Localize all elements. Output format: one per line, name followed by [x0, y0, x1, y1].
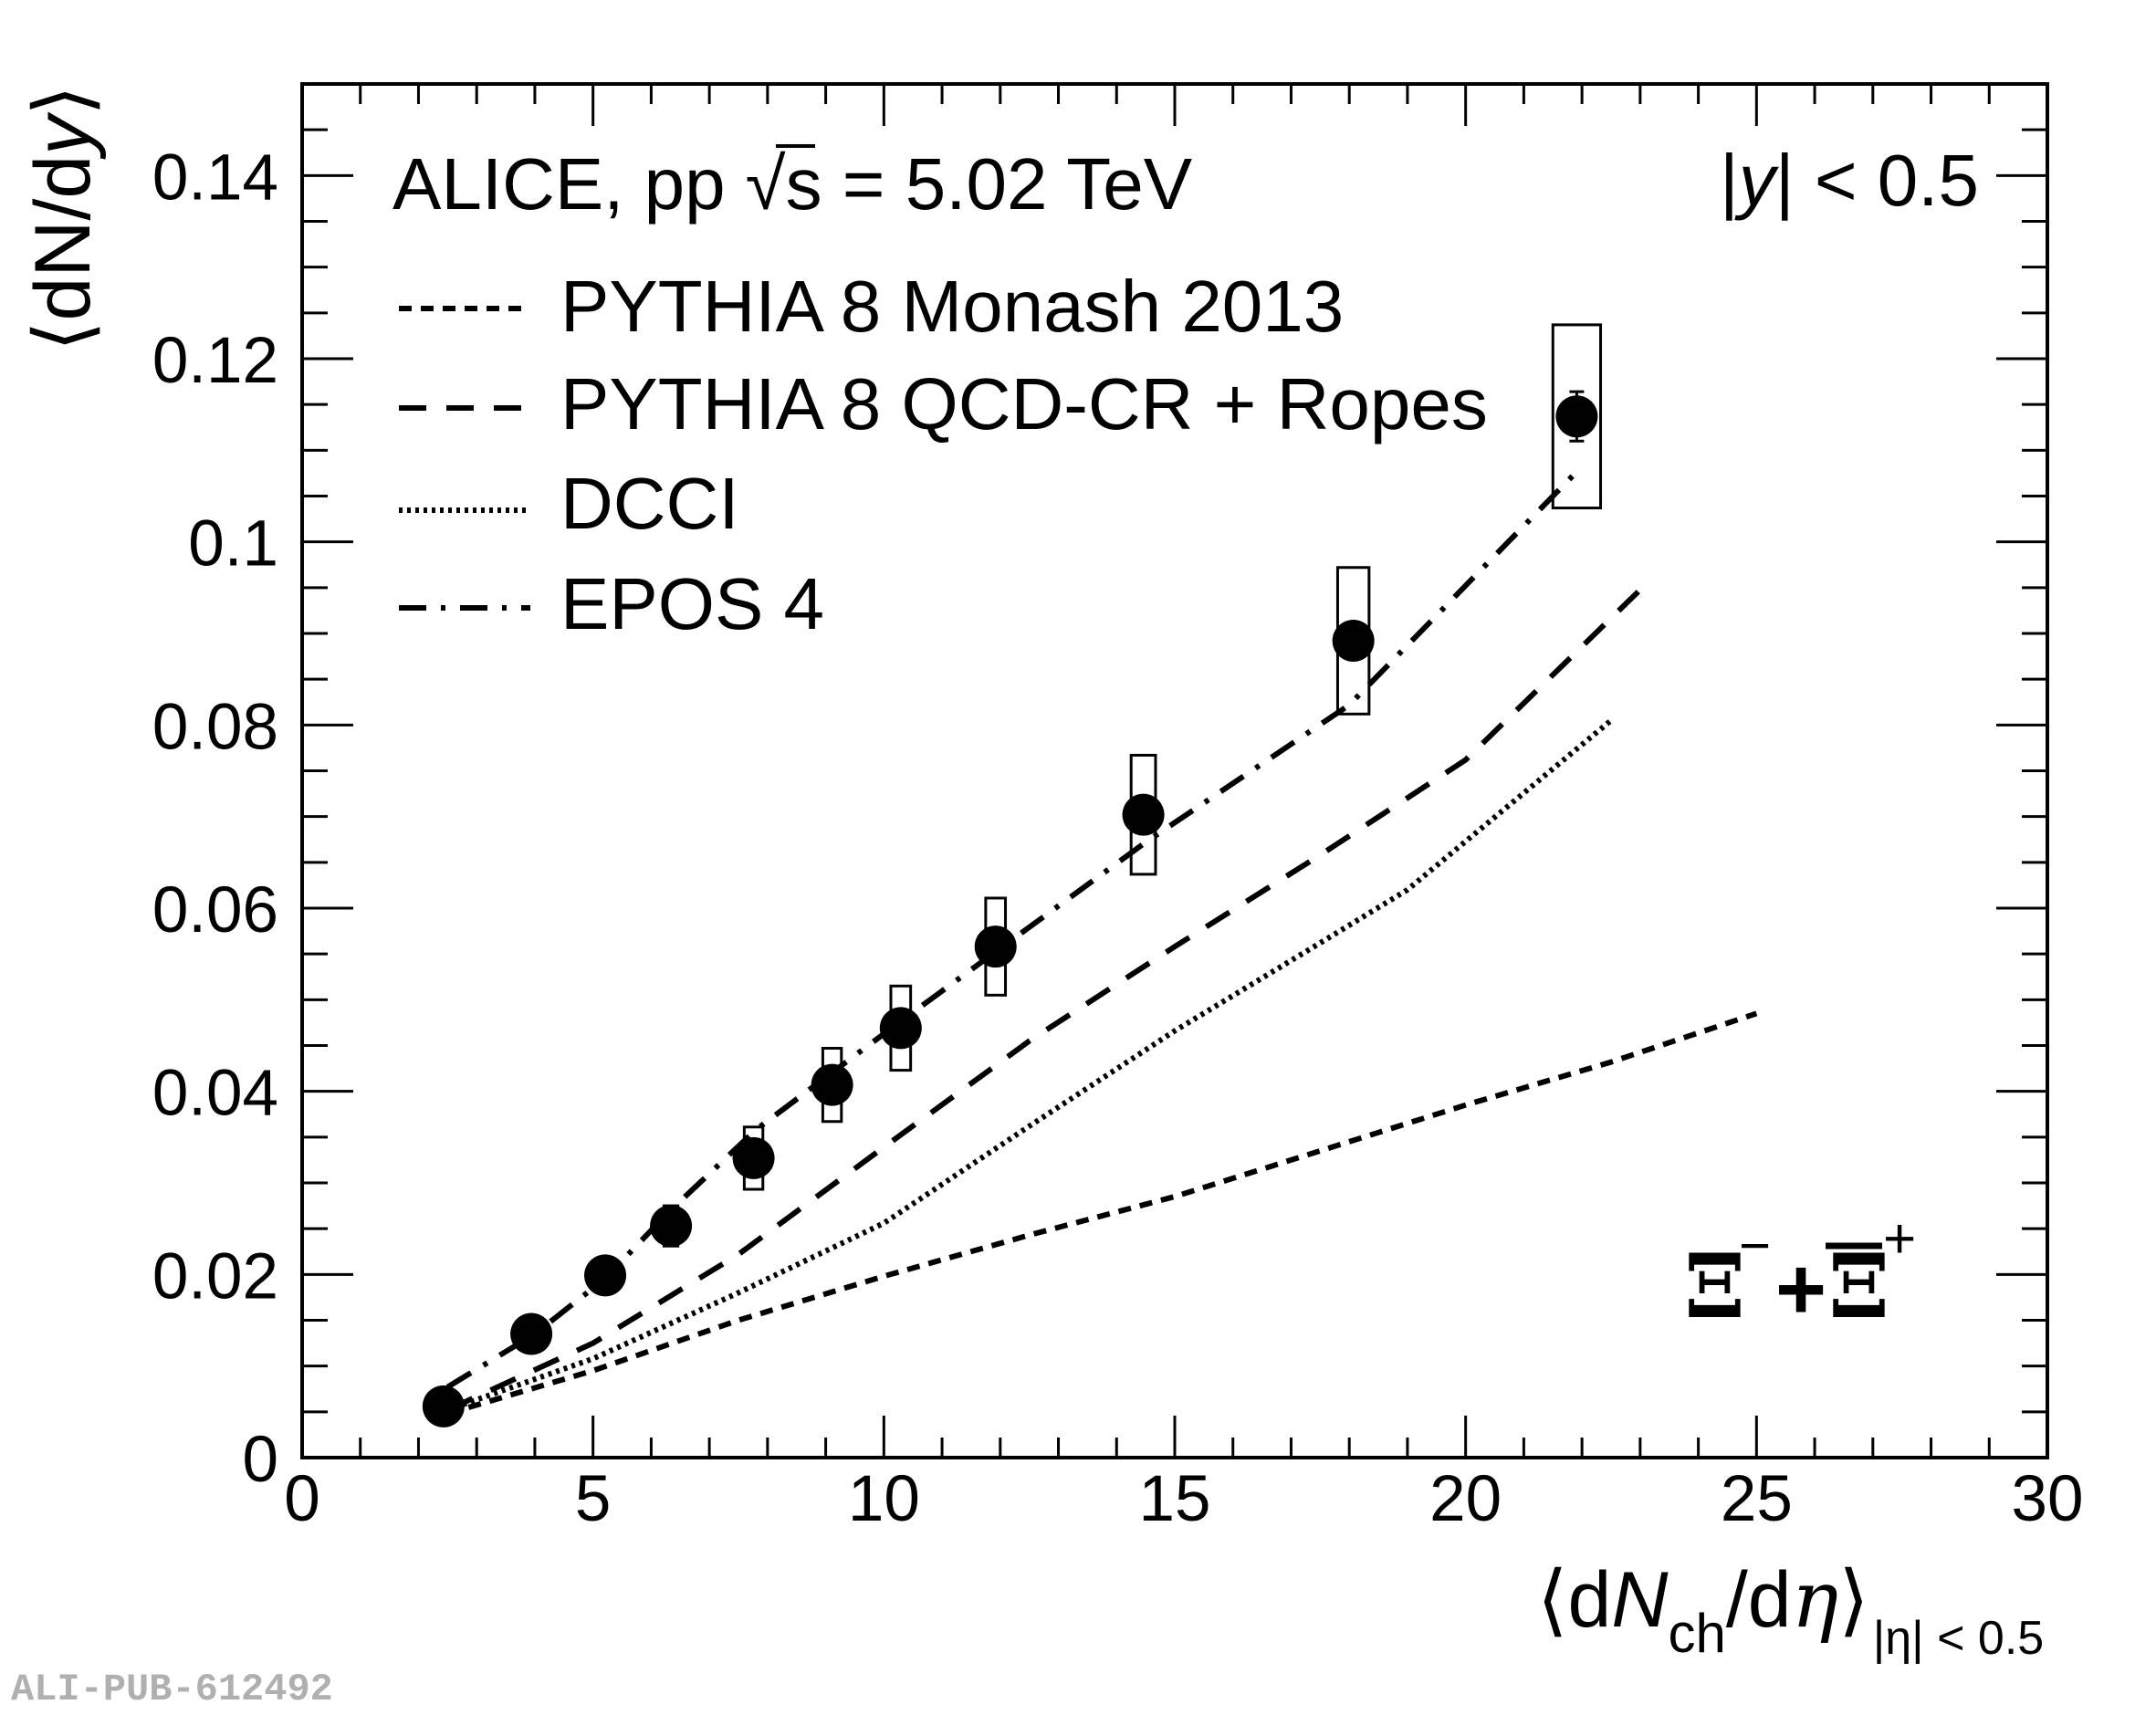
- x-tick-label: 20: [1429, 1463, 1502, 1535]
- data-point: [422, 1385, 465, 1427]
- data-point: [732, 1125, 775, 1191]
- particle-xi-plus: Ξ: [1828, 1235, 1890, 1338]
- data-marker: [879, 1007, 922, 1050]
- data-point: [510, 1312, 553, 1355]
- legend-entry: EPOS 4: [399, 563, 824, 644]
- legend-entry: DCCI: [399, 463, 739, 544]
- x-tick-label: 0: [284, 1463, 320, 1535]
- axis-ticks: [300, 82, 2049, 1459]
- data-point: [811, 1047, 853, 1124]
- data-points: [422, 323, 1603, 1427]
- rapidity-label: |y| < 0.5: [1720, 140, 1979, 221]
- particle-plus-sign: +: [1775, 1240, 1826, 1338]
- curve-dcci: [446, 717, 1613, 1413]
- y-tick-label: 0.14: [152, 141, 278, 214]
- syst-error-box: [1551, 323, 1603, 510]
- x-tick-label: 30: [2012, 1463, 2084, 1535]
- y-tick-label: 0.02: [152, 1240, 278, 1312]
- y-tick-label: 0.04: [152, 1058, 278, 1130]
- data-point: [1332, 566, 1375, 716]
- plot-frame: [300, 82, 2049, 1459]
- particle-plus-superscript: +: [1883, 1208, 1916, 1271]
- data-marker: [1122, 793, 1165, 836]
- legend-label: EPOS 4: [560, 563, 824, 644]
- legend: PYTHIA 8 Monash 2013 PYTHIA 8 QCD-CR + Ro…: [399, 266, 1488, 644]
- x-axis-title: ⟨dNch/dη⟩|η| < 0.5: [1537, 1554, 2044, 1665]
- x-tick-label: 5: [575, 1463, 612, 1535]
- data-point: [1122, 753, 1165, 876]
- data-marker: [584, 1254, 627, 1297]
- x-tick-label: 25: [1721, 1463, 1793, 1535]
- y-tick-label: 0.12: [152, 325, 278, 397]
- legend-label: PYTHIA 8 QCD-CR + Ropes: [560, 363, 1488, 444]
- y-tick-label: 0.08: [152, 691, 278, 763]
- data-marker: [422, 1385, 465, 1427]
- data-point: [1551, 323, 1603, 510]
- data-marker: [732, 1136, 775, 1179]
- data-marker: [510, 1312, 553, 1355]
- curve-pythia-8-qcd-cr-ropes: [446, 576, 1654, 1413]
- particle-xi-minus: Ξ: [1684, 1235, 1746, 1338]
- x-tick-labels: 0 5 10 15 20 25 30: [284, 1463, 2083, 1535]
- particle-minus-sign: −: [1739, 1215, 1771, 1276]
- data-marker: [1555, 395, 1598, 438]
- data-point: [584, 1254, 627, 1297]
- legend-entry: PYTHIA 8 Monash 2013: [399, 266, 1344, 347]
- experiment-label: ALICE, pp √s = 5.02 TeV: [392, 143, 1193, 225]
- data-marker: [1332, 620, 1375, 663]
- data-marker: [974, 925, 1017, 968]
- x-tick-label: 10: [848, 1463, 920, 1535]
- x-tick-label: 15: [1139, 1463, 1211, 1535]
- data-point: [650, 1204, 693, 1248]
- publication-id-watermark: ALI-PUB-612492: [11, 1668, 333, 1711]
- y-tick-labels: 0 0.02 0.04 0.06 0.08 0.1 0.12 0.14: [152, 141, 278, 1496]
- data-point: [879, 984, 922, 1072]
- curve-pythia-8-monash-2013: [446, 1010, 1758, 1417]
- particle-label: Ξ − + Ξ +: [1684, 1208, 1916, 1338]
- legend-entry: PYTHIA 8 QCD-CR + Ropes: [399, 363, 1488, 444]
- data-point: [974, 896, 1017, 997]
- y-tick-label: 0.1: [188, 508, 278, 580]
- legend-label: PYTHIA 8 Monash 2013: [560, 266, 1344, 347]
- y-axis-title: ⟨dN/dy⟩: [19, 85, 107, 351]
- y-tick-label: 0.06: [152, 874, 278, 946]
- legend-label: DCCI: [560, 463, 739, 544]
- y-tick-label: 0: [243, 1424, 279, 1496]
- data-marker: [650, 1205, 693, 1248]
- data-marker: [811, 1063, 853, 1106]
